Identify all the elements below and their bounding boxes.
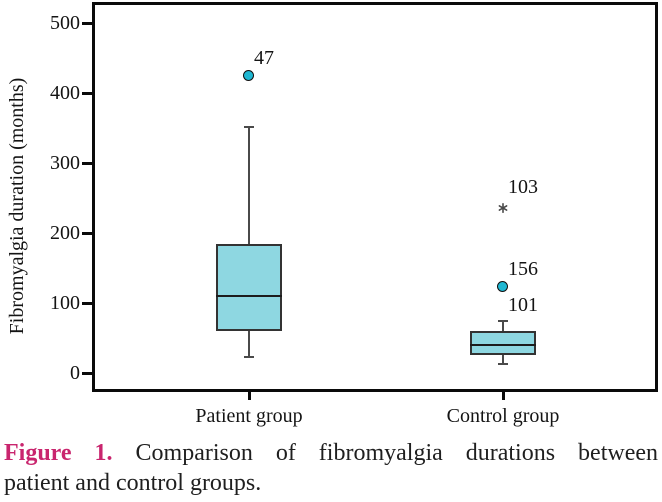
outlier-case-label: 101 [508,294,538,317]
whisker-cap-low [244,356,254,359]
figure-caption-label: Figure 1. [4,440,113,466]
y-axis-tick-mark [82,231,92,235]
median-line [216,295,282,297]
box-iqr [216,243,282,331]
figure-caption: Figure 1. Comparison of fibromyalgia dur… [4,438,658,498]
whisker-cap-high [244,126,254,128]
x-axis-category-label: Patient group [195,405,303,427]
x-axis-tick-mark [501,392,505,400]
outlier-circle-marker [497,280,508,292]
y-axis-tick-label: 0 [70,362,80,384]
extreme-outlier-asterisk-marker [498,200,508,213]
outlier-case-label: 103 [508,176,538,198]
y-axis-tick-mark [82,301,92,305]
whisker-upper-line [248,128,250,244]
x-axis-tick-mark [247,392,251,400]
figure-caption-line2: patient and control groups. [4,470,262,496]
y-axis-tick-label: 400 [50,82,80,104]
whisker-cap-high [498,319,508,322]
outlier-case-label: 47 [254,46,274,69]
boxplot-chart: Fibromyalgia duration (months) 0 100 200 30… [6,2,658,427]
y-axis-title: Fibromyalgia duration (months) [6,77,28,335]
y-axis-tick-mark [82,21,92,25]
y-axis-tick-label: 100 [50,292,80,314]
y-axis-tick-label: 500 [50,12,80,34]
whisker-lower-line [248,331,250,357]
y-axis-tick-mark [82,161,92,165]
x-axis-category-label: Control group [446,405,560,427]
median-line [470,344,536,346]
box-iqr [470,331,536,355]
y-axis-tick-label: 200 [50,222,80,244]
figure-caption-text: Comparison of fibromyalgia durations bet… [135,440,659,466]
whisker-lower-line [502,354,504,364]
y-axis-tick-mark [82,371,92,375]
whisker-upper-line [502,321,504,331]
whisker-cap-low [498,363,508,366]
figure-caption-line1: Figure 1. Comparison of fibromyalgia dur… [4,438,658,468]
plot-frame [92,2,658,392]
outlier-circle-marker [243,69,254,81]
outlier-case-label: 156 [508,257,538,280]
y-axis-tick-label: 300 [50,152,80,174]
y-axis-tick-mark [82,91,92,95]
